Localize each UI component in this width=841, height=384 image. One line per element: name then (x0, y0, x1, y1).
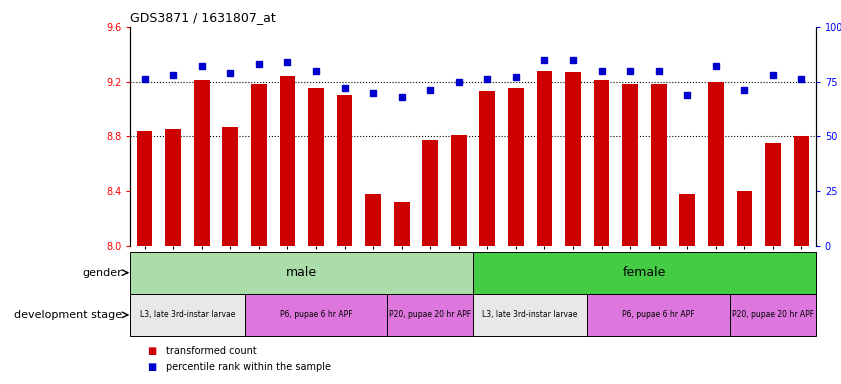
Bar (388, 294, 473, 336)
Bar (245, 294, 388, 336)
Bar (737, 191, 752, 246)
Bar (422, 141, 438, 246)
Text: percentile rank within the sample: percentile rank within the sample (166, 362, 331, 372)
Bar (622, 84, 638, 246)
Bar (194, 80, 209, 246)
Bar (537, 71, 553, 246)
Text: transformed count: transformed count (166, 346, 257, 356)
Text: female: female (622, 266, 666, 279)
Bar (336, 95, 352, 246)
Bar (473, 294, 587, 336)
Bar (680, 194, 696, 246)
Bar (251, 84, 267, 246)
Bar (473, 252, 816, 294)
Text: L3, late 3rd-instar larvae: L3, late 3rd-instar larvae (140, 310, 235, 319)
Bar (394, 202, 410, 246)
Bar (587, 294, 730, 336)
Bar (223, 127, 238, 246)
Bar (279, 76, 295, 246)
Bar (451, 135, 467, 246)
Text: GDS3871 / 1631807_at: GDS3871 / 1631807_at (130, 11, 276, 24)
Text: male: male (286, 266, 317, 279)
Bar (166, 129, 181, 246)
Bar (594, 80, 610, 246)
Text: gender: gender (82, 268, 122, 278)
Text: ■: ■ (147, 362, 156, 372)
Bar (365, 194, 381, 246)
Bar (130, 252, 473, 294)
Text: P6, pupae 6 hr APF: P6, pupae 6 hr APF (622, 310, 695, 319)
Bar (730, 294, 816, 336)
Bar (479, 91, 495, 246)
Bar (651, 84, 667, 246)
Text: P6, pupae 6 hr APF: P6, pupae 6 hr APF (280, 310, 352, 319)
Text: P20, pupae 20 hr APF: P20, pupae 20 hr APF (389, 310, 471, 319)
Bar (137, 131, 152, 246)
Bar (508, 88, 524, 246)
Text: L3, late 3rd-instar larvae: L3, late 3rd-instar larvae (483, 310, 578, 319)
Text: ■: ■ (147, 346, 156, 356)
Bar (708, 82, 723, 246)
Bar (565, 72, 581, 246)
Bar (130, 294, 245, 336)
Bar (765, 143, 780, 246)
Bar (308, 88, 324, 246)
Text: P20, pupae 20 hr APF: P20, pupae 20 hr APF (732, 310, 814, 319)
Text: development stage: development stage (13, 310, 122, 320)
Bar (794, 136, 809, 246)
